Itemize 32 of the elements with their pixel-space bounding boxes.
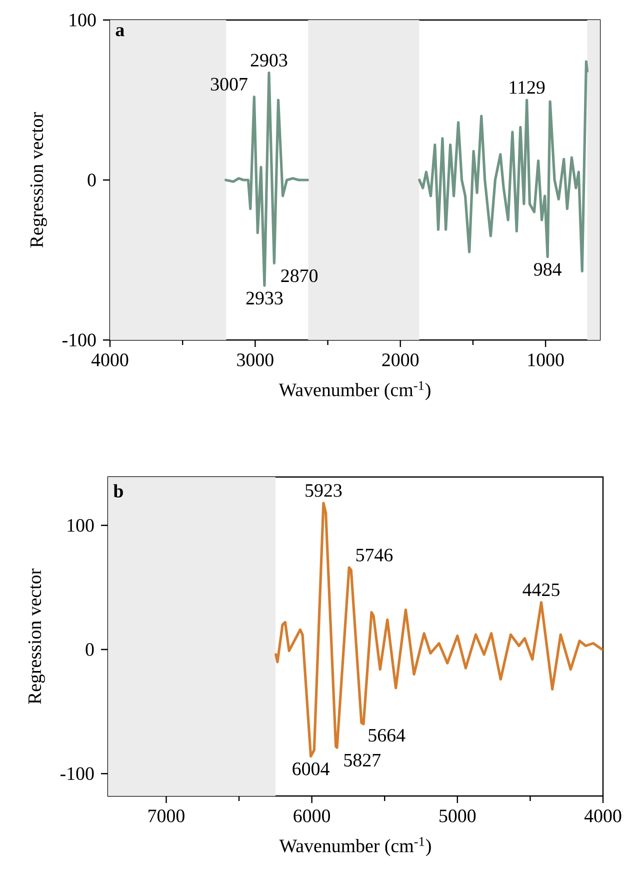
chart-title: b <box>113 484 123 498</box>
x-axis-title: Wavenumber (cm$^{-1}$) <box>278 381 430 400</box>
y-tick-label: -100 <box>60 767 94 780</box>
annotation: 5923 <box>306 484 342 497</box>
annotation: 2933 <box>246 292 283 305</box>
x-tick-label: 4000 <box>91 354 128 366</box>
annotation: 5664 <box>368 728 406 742</box>
x-tick-label: 5000 <box>440 810 476 822</box>
annotation: 984 <box>534 263 562 276</box>
x-axis-title: Wavenumber (cm$^{-1}$) <box>279 837 431 856</box>
x-tick-label: 6000 <box>294 810 330 822</box>
annotation: 5827 <box>344 754 381 767</box>
y-tick-label: 0 <box>88 174 96 186</box>
annotation: 3007 <box>211 78 248 91</box>
y-axis-title: Regression vector <box>30 112 47 248</box>
annotation: 4425 <box>522 583 560 596</box>
annotation: 6004 <box>292 762 330 776</box>
annotation: 1129 <box>510 81 545 94</box>
annotation: 2903 <box>250 54 288 67</box>
y-tick-label: 100 <box>70 14 96 26</box>
y-tick-label: 0 <box>86 643 94 656</box>
x-tick-label: 1000 <box>528 354 564 366</box>
y-tick-label: 100 <box>68 519 94 532</box>
y-tick-label: -100 <box>62 334 96 346</box>
chart-title: a <box>116 27 124 36</box>
y-axis-title: Regression vector <box>28 568 45 704</box>
annotation: 2870 <box>281 269 318 282</box>
x-tick-label: 2000 <box>382 354 419 366</box>
x-tick-label: 7000 <box>148 810 184 822</box>
x-tick-label: 3000 <box>237 354 274 366</box>
annotation: 5746 <box>356 548 393 562</box>
x-tick-label: 4000 <box>584 810 622 822</box>
